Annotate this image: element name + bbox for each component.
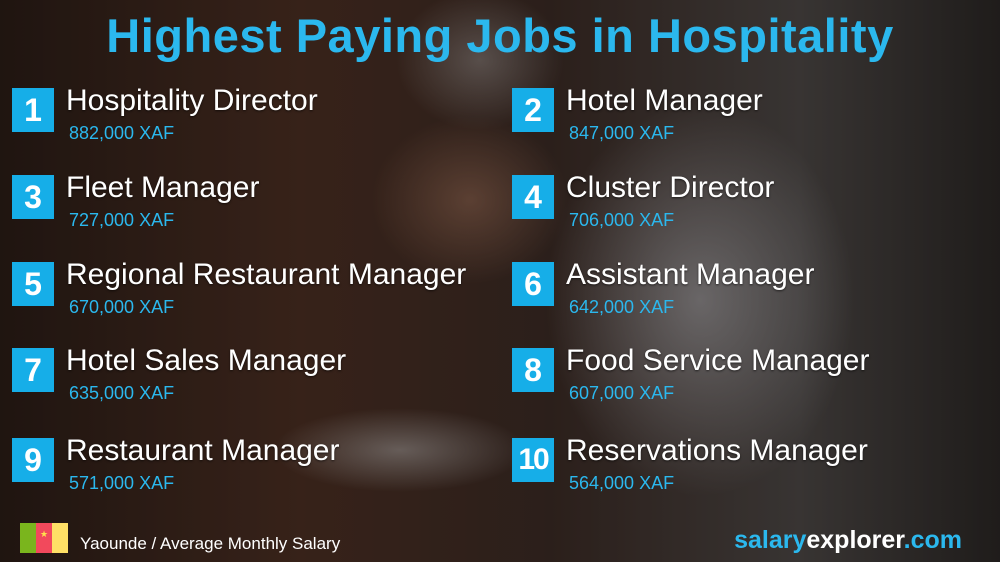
rank-badge: 7: [12, 348, 54, 392]
job-title: Food Service Manager: [566, 344, 870, 377]
rank-badge: 3: [12, 175, 54, 219]
job-salary: 642,000 XAF: [569, 297, 675, 317]
job-title: Hotel Sales Manager: [66, 344, 347, 377]
rank-badge: 9: [12, 438, 54, 482]
rank-badge: 6: [512, 262, 554, 306]
rank-badge: 1: [12, 88, 54, 132]
rank-badge: 8: [512, 348, 554, 392]
job-salary: 882,000 XAF: [69, 123, 175, 143]
job-title: Cluster Director: [566, 171, 775, 204]
job-title: Assistant Manager: [566, 258, 815, 291]
job-salary: 670,000 XAF: [69, 297, 175, 317]
job-salary: 727,000 XAF: [69, 210, 175, 230]
brand-logo: salaryexplorer.com: [734, 526, 962, 554]
job-salary: 607,000 XAF: [569, 383, 675, 403]
rank-badge: 2: [512, 88, 554, 132]
job-title: Hotel Manager: [566, 84, 763, 117]
job-salary: 706,000 XAF: [569, 210, 675, 230]
job-salary: 635,000 XAF: [69, 383, 175, 403]
rank-badge: 10: [512, 438, 554, 482]
job-title: Regional Restaurant Manager: [66, 258, 467, 291]
rank-badge: 5: [12, 262, 54, 306]
job-title: Hospitality Director: [66, 84, 318, 117]
job-salary: 571,000 XAF: [69, 473, 175, 493]
rank-badge: 4: [512, 175, 554, 219]
cameroon-flag-icon: ★: [20, 523, 68, 553]
job-title: Reservations Manager: [566, 434, 868, 467]
page-title: Highest Paying Jobs in Hospitality: [106, 9, 894, 62]
job-salary: 847,000 XAF: [569, 123, 675, 143]
job-title: Restaurant Manager: [66, 434, 340, 467]
location-label: Yaounde / Average Monthly Salary: [80, 534, 341, 553]
job-salary: 564,000 XAF: [569, 473, 675, 493]
job-title: Fleet Manager: [66, 171, 260, 204]
